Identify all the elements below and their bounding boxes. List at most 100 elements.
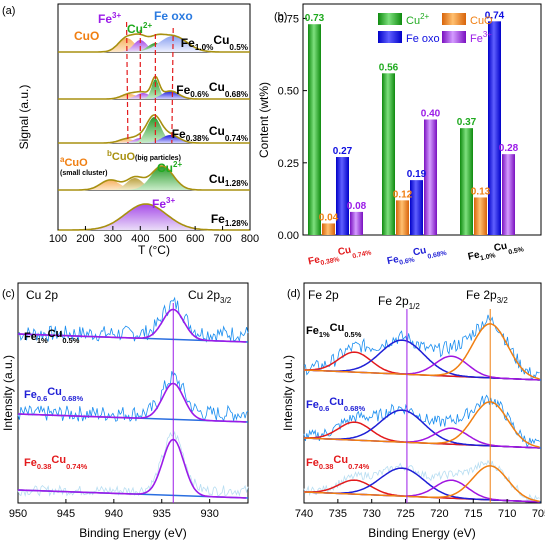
- panel-b-legend: Cu2+ CuO Fe oxo Fe3+: [378, 12, 493, 45]
- label-sub1: 0.6%: [190, 90, 209, 99]
- panel-a-peak-areas: [58, 33, 250, 231]
- label-sub2: 0.68%: [344, 404, 366, 413]
- label-main: Fe: [181, 36, 195, 50]
- label-main: Fe: [306, 457, 319, 469]
- category-label: Fe1.0%Cu0.5%: [466, 237, 524, 264]
- panel-d-y-axis-label: Intensity (a.u.): [281, 355, 295, 431]
- legend-label: Fe oxo: [406, 33, 440, 45]
- label-sub2: 0.5%: [344, 330, 361, 339]
- legend-label: CuO: [470, 15, 493, 27]
- row-label: Cu1.28%: [209, 172, 249, 188]
- bar-value-label: 0.56: [379, 62, 399, 73]
- bar-value-label: 0.40: [421, 109, 441, 120]
- peak-row2-2: [58, 79, 250, 99]
- legend-swatch: [378, 31, 402, 43]
- legend-text: Cu: [406, 15, 420, 27]
- x-tick-label: 725: [396, 508, 414, 520]
- label-main: Fe: [211, 212, 225, 226]
- annot-fe3: Fe3+: [98, 11, 121, 26]
- bar-value-label: 0.28: [499, 143, 519, 154]
- legend-text: CuO: [470, 15, 493, 27]
- category-label-group: Fe1.0%Cu0.5%: [466, 237, 524, 264]
- annot-fe3-row5: Fe3+: [152, 196, 175, 211]
- row-label: Fe0.6%Cu0.68%: [176, 80, 248, 99]
- label-sub1: 1%: [37, 336, 48, 345]
- label-mid: Cu: [209, 80, 225, 94]
- panel-d-title: Fe 2p: [308, 288, 339, 302]
- annot-feoxo: Fe oxo: [154, 9, 193, 23]
- bar: [350, 211, 363, 235]
- panel-c-y-axis-label: Intensity (a.u.): [1, 355, 15, 431]
- panel-d-label: (d): [287, 288, 300, 300]
- x-tick-label: 400: [131, 233, 149, 245]
- envelope-row2: [58, 75, 250, 100]
- label-mid: Cu: [329, 396, 344, 408]
- envelope-row3: [58, 114, 250, 144]
- label-mid: Cu: [493, 241, 508, 255]
- fit-component: [303, 355, 540, 381]
- bar: [474, 197, 487, 235]
- x-tick-label: 500: [159, 233, 177, 245]
- y-tick-label: 0.25: [278, 158, 299, 170]
- panel-d-frame: [303, 282, 542, 504]
- bar: [502, 154, 515, 235]
- label-mid: Cu: [337, 245, 352, 259]
- label-mid: Cu: [412, 245, 427, 259]
- label-main: Fe: [467, 249, 481, 262]
- x-tick-label: 600: [186, 233, 204, 245]
- bar-value-label: 0.04: [319, 212, 339, 223]
- label-sub2: 0.74%: [66, 462, 88, 471]
- panel-d-spectra: [303, 309, 542, 503]
- panel-b-y-axis-label: Content (wt%): [257, 82, 271, 158]
- legend-label: Cu2+: [406, 12, 430, 27]
- x-tick-label: 935: [153, 508, 171, 520]
- label-mid: Cu: [330, 322, 345, 334]
- annot-cu2: Cu2+: [127, 21, 152, 36]
- label-main: Fe: [172, 127, 186, 141]
- x-tick-label: 800: [241, 233, 259, 245]
- panel-d-row-labels: Fe1%Cu0.5%Fe0.6Cu0.68%Fe0.38Cu0.74%: [306, 322, 370, 471]
- row-label: Fe1.28%: [211, 212, 249, 228]
- panel-c-x-ticks: 950 945 940 935 930: [9, 499, 219, 520]
- row-label: Fe0.38Cu0.74%: [306, 454, 370, 471]
- x-tick-label: 945: [57, 508, 75, 520]
- bar-value-label: 0.73: [305, 13, 325, 24]
- panel-b: (b) Content (wt%) 0.000.250.500.75 0.730…: [257, 3, 542, 269]
- panel-b-bars: [308, 21, 515, 236]
- annot-cuo: CuO: [74, 29, 99, 43]
- label-sub2: 0.68%: [427, 250, 447, 261]
- legend-label: Fe3+: [470, 30, 492, 45]
- y-tick-label: 0.50: [278, 86, 299, 98]
- x-tick-label: 735: [329, 508, 347, 520]
- label-main: Fe: [306, 399, 319, 411]
- fit-component: [303, 339, 540, 381]
- label-sub1: 1.0%: [480, 252, 497, 262]
- bar: [424, 119, 437, 235]
- row-label: Fe1%Cu0.5%: [24, 328, 80, 345]
- x-tick-label: 950: [9, 508, 27, 520]
- label-main: Fe: [386, 254, 400, 267]
- envelope-row5: [58, 203, 250, 231]
- label-main: Fe: [307, 254, 321, 267]
- panel-c-spectra: [17, 296, 249, 503]
- label-sub1: 0.6: [37, 394, 47, 403]
- label-sub2: 0.5%: [62, 336, 79, 345]
- peak-row3-2: [58, 117, 250, 143]
- x-tick-label: 100: [49, 233, 67, 245]
- peak-row4-2: [58, 166, 250, 190]
- x-tick-label: 700: [213, 233, 231, 245]
- x-tick-label: 940: [105, 508, 123, 520]
- panel-a-dashed-guides: [125, 21, 174, 144]
- panel-b-y-ticks: 0.00 0.25 0.50 0.75: [278, 13, 307, 242]
- panel-d-peak2-label: Fe 2p3/2: [466, 288, 508, 305]
- annot-cu2-row4: Cu2+: [157, 160, 182, 175]
- label-mid: Cu: [333, 454, 348, 466]
- label-main: Fe: [24, 389, 37, 401]
- category-label: Fe0.6%Cu0.68%: [385, 241, 447, 269]
- annot-a-cuo: aCuO: [60, 155, 88, 169]
- bar: [308, 24, 321, 236]
- label-mid: Cu: [48, 328, 63, 340]
- x-tick-label: 705: [532, 508, 545, 520]
- fit-component: [303, 351, 540, 381]
- annot-small-cluster: (small cluster): [60, 170, 107, 177]
